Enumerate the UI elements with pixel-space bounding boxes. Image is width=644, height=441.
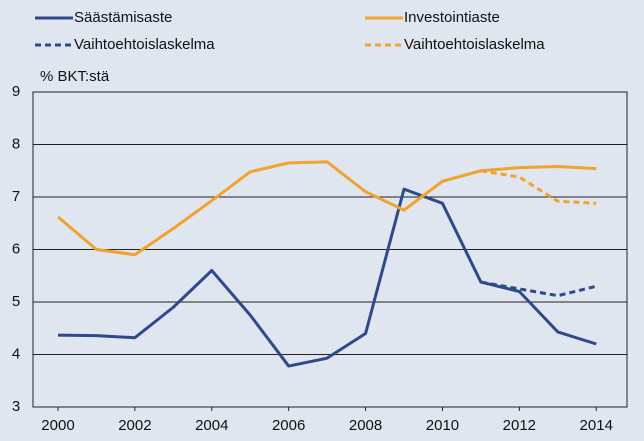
- y-axis-label: % BKT:stä: [40, 68, 110, 85]
- x-tick-label: 2010: [426, 417, 459, 434]
- y-tick-label: 4: [12, 345, 20, 362]
- x-tick-label: 2004: [195, 417, 228, 434]
- y-tick-label: 6: [12, 240, 20, 257]
- legend-label: Säästämisaste: [74, 9, 172, 26]
- x-tick-label: 2000: [41, 417, 74, 434]
- y-tick-label: 7: [12, 188, 20, 205]
- series-line: [57, 160, 597, 257]
- y-tick-label: 5: [12, 293, 20, 310]
- legend-label: Vaihtoehtoislaskelma: [74, 36, 215, 53]
- x-tick-label: 2002: [118, 417, 151, 434]
- x-tick-label: 2008: [349, 417, 382, 434]
- legend-label: Vaihtoehtoislaskelma: [404, 36, 545, 53]
- y-tick-label: 9: [12, 83, 20, 100]
- x-tick-label: 2014: [580, 417, 613, 434]
- legend-label: Investointiaste: [404, 9, 500, 26]
- series-line: [480, 169, 597, 205]
- x-tick-label: 2012: [503, 417, 536, 434]
- series-line: [480, 280, 597, 298]
- y-tick-label: 8: [12, 135, 20, 152]
- x-tick-label: 2006: [272, 417, 305, 434]
- series-line: [57, 187, 597, 368]
- y-tick-label: 3: [12, 398, 20, 415]
